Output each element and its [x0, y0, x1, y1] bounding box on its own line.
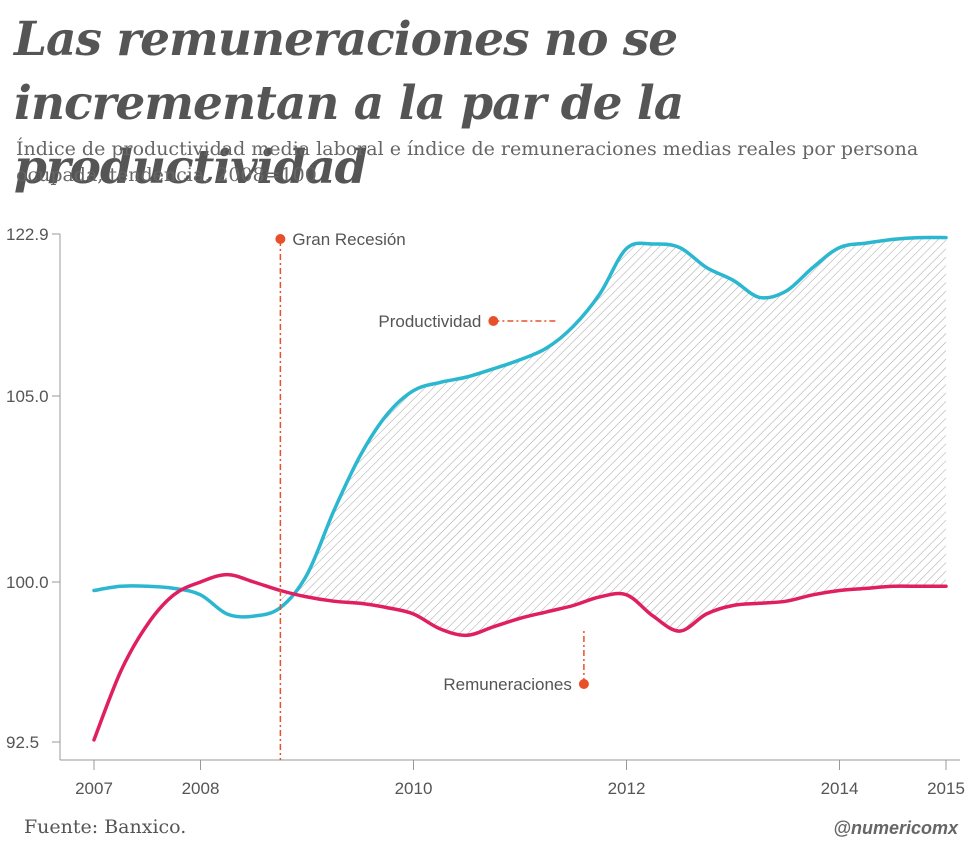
annotation-label-productividad: Productividad — [378, 312, 481, 331]
y-tick-label: 100.0 — [6, 573, 49, 592]
x-tick-label: 2014 — [821, 779, 859, 798]
x-tick-label: 2010 — [395, 779, 433, 798]
line-chart: 92.5 100.0 105.0 122.9 2007 2008 2010 2012 2014 2… — [6, 225, 965, 798]
author-credit: @numericomx — [833, 818, 958, 838]
annotation-dot-remuneraciones — [578, 679, 589, 689]
x-tick-label: 2012 — [608, 779, 646, 798]
annotation-gran-recesion: Gran Recesión — [292, 230, 405, 249]
chart-title: Las remuneraciones no se incrementan a l… — [14, 12, 684, 195]
y-tick-label: 105.0 — [6, 387, 49, 406]
shaded-gap — [280, 237, 946, 636]
source-note: Fuente: Banxico. — [24, 816, 187, 838]
x-tick-label: 2015 — [927, 779, 965, 798]
recession-marker-dot — [275, 234, 286, 244]
x-tick-label: 2008 — [182, 779, 220, 798]
series-line-remuneraciones — [92, 572, 948, 742]
y-tick-label: 122.9 — [6, 225, 49, 244]
chart-subtitle: Índice de productividad media laboral e … — [16, 138, 919, 186]
y-tick-label: 92.5 — [6, 733, 39, 752]
annotation-dot-productividad — [488, 316, 499, 326]
annotation-label-remuneraciones: Remuneraciones — [443, 675, 572, 694]
x-tick-label: 2007 — [75, 779, 113, 798]
series-line-productividad — [92, 235, 948, 619]
